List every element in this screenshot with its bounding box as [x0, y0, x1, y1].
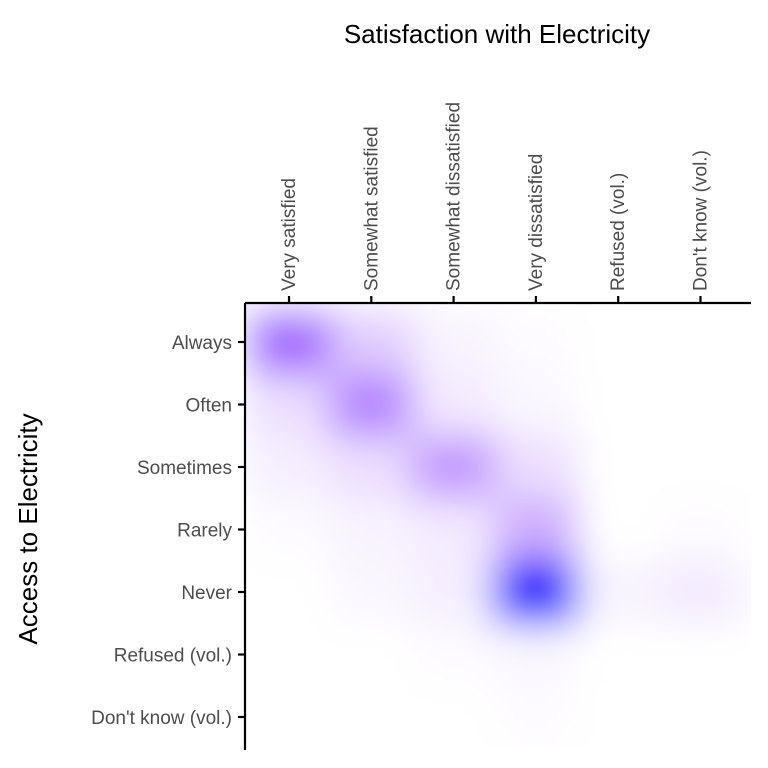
heatmap-cell [247, 560, 331, 624]
heatmap-cell [247, 685, 331, 749]
heatmap-cell [247, 310, 331, 374]
y-tick-labels: Always Often Sometimes Rarely Never Refused (… [91, 333, 233, 729]
heatmap-cell [247, 435, 331, 499]
y-tick-label: Always [172, 333, 232, 354]
heatmap-cell [412, 373, 496, 437]
heatmap-cell [330, 685, 413, 749]
x-tick-label: Somewhat dissatisfied [444, 102, 465, 291]
y-tick-label: Often [186, 396, 232, 417]
y-axis-title: Access to Electricity [13, 413, 43, 644]
heatmap-cell [577, 623, 660, 687]
axes [238, 296, 751, 750]
heatmap-cell [577, 685, 660, 749]
x-tick-label: Don't know (vol.) [691, 150, 712, 291]
heatmap-cell [577, 435, 660, 499]
heatmap-cell [330, 560, 413, 624]
x-axis-title: Satisfaction with Electricity [344, 19, 650, 49]
x-tick-labels: Very satisfied Somewhat satisfied Somewhat… [279, 102, 712, 291]
heatmap-cell [330, 623, 413, 687]
heatmap-cell [494, 498, 578, 562]
heatmap-cell [330, 310, 413, 374]
heatmap-cell [494, 623, 578, 687]
heatmap-cell [659, 560, 743, 624]
heatmap-cell [330, 498, 413, 562]
heatmap-cell [659, 435, 743, 499]
heatmap-cell [247, 498, 331, 562]
heatmap-cell [247, 373, 331, 437]
heatmap-cell [412, 685, 496, 749]
heatmap-cell [247, 623, 331, 687]
heatmap-cell [412, 498, 496, 562]
heatmap-cell [412, 560, 496, 624]
heatmap-cells [245, 303, 751, 750]
heatmap-cell [659, 310, 743, 374]
x-tick-label: Refused (vol.) [608, 173, 629, 291]
heatmap-cell [577, 310, 660, 374]
heatmap-cell [659, 623, 743, 687]
heatmap-cell [577, 560, 660, 624]
heatmap-cell [659, 685, 743, 749]
x-tick-label: Very dissatisfied [526, 154, 547, 291]
x-tick-label: Very satisfied [279, 178, 300, 291]
heatmap-cell [494, 560, 578, 624]
heatmap-cell [494, 435, 578, 499]
x-tick-label: Somewhat satisfied [361, 126, 382, 291]
heatmap-cell [412, 310, 496, 374]
y-tick-label: Refused (vol.) [114, 646, 232, 667]
heatmap-cell [412, 435, 496, 499]
y-tick-label: Never [181, 583, 232, 604]
heatmap-cell [330, 373, 413, 437]
heatmap-cell [494, 373, 578, 437]
y-tick-label: Rarely [177, 521, 232, 542]
heatmap-cell [577, 373, 660, 437]
heatmap-cell [412, 623, 496, 687]
heatmap-cell [659, 373, 743, 437]
heatmap-cell [659, 498, 743, 562]
heatmap-cell [577, 498, 660, 562]
y-tick-label: Sometimes [137, 458, 232, 479]
heatmap-cell [494, 685, 578, 749]
heatmap-cell [330, 435, 413, 499]
y-tick-label: Don't know (vol.) [91, 708, 232, 729]
heatmap-cell [494, 310, 578, 374]
